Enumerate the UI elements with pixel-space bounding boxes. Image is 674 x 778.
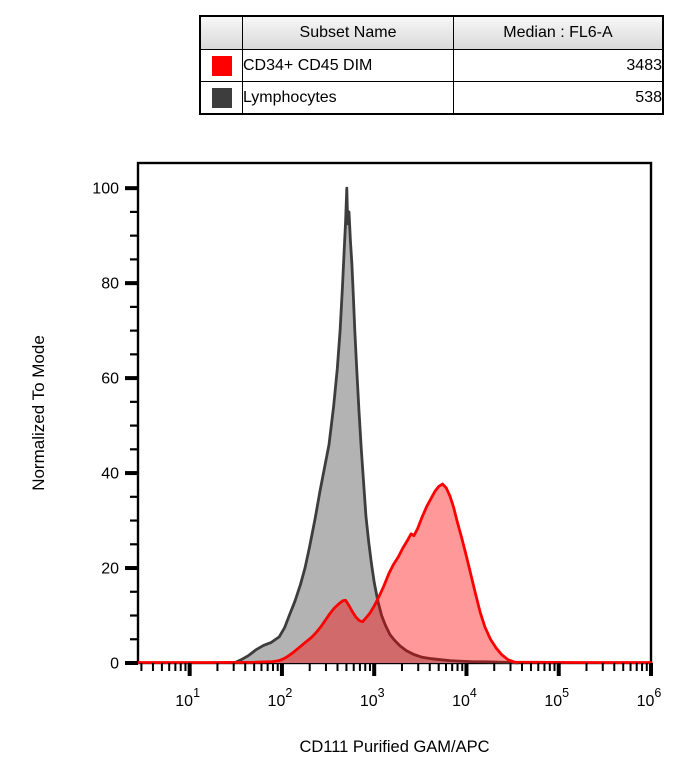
x-tick-label: 106 [637,686,662,710]
x-tick-label: 104 [452,686,477,710]
legend-table: Subset Name Median : FL6-A CD34+ CD45 DI… [199,15,664,115]
legend-row-lymphocytes: Lymphocytes 538 [199,81,664,115]
y-axis-title: Normalized To Mode [29,335,48,491]
lymphocytes-outline [232,186,519,665]
y-tick-label: 60 [101,371,119,388]
cd34-cd45-dim-area [138,484,651,663]
y-tick-label: 100 [92,181,119,198]
y-tick-label: 0 [110,656,119,673]
lymphocytes-median-value: 538 [453,81,664,115]
legend-lymphocytes-swatch-cell [199,81,243,115]
lymphocytes-color-swatch [211,87,232,108]
x-tick-label: 105 [544,686,569,710]
cd34-median-value: 3483 [453,49,664,82]
y-tick-label: 20 [101,561,119,578]
x-tick-label: 102 [268,686,293,710]
legend-cd34-swatch-cell [199,49,243,82]
y-tick-label: 80 [101,276,119,293]
legend-median-header: Median : FL6-A [453,15,664,50]
cd34-subset-name: CD34+ CD45 DIM [242,49,454,82]
x-axis-title: CD111 Purified GAM/APC [299,738,489,756]
x-axis-minor-ticks [140,663,648,671]
y-tick-label: 40 [101,466,119,483]
x-tick-label: 101 [175,686,200,710]
y-axis-ticks: 0 20 40 60 80 100 [92,181,138,673]
x-axis-major-ticks: 101 102 103 104 105 106 [175,663,661,710]
x-tick-label: 103 [360,686,385,710]
cd34-cd45-dim-outline [136,482,653,664]
lymphocytes-subset-name: Lymphocytes [242,81,454,115]
legend-row-cd34: CD34+ CD45 DIM 3483 [199,49,664,82]
cd34-color-swatch [211,55,232,76]
